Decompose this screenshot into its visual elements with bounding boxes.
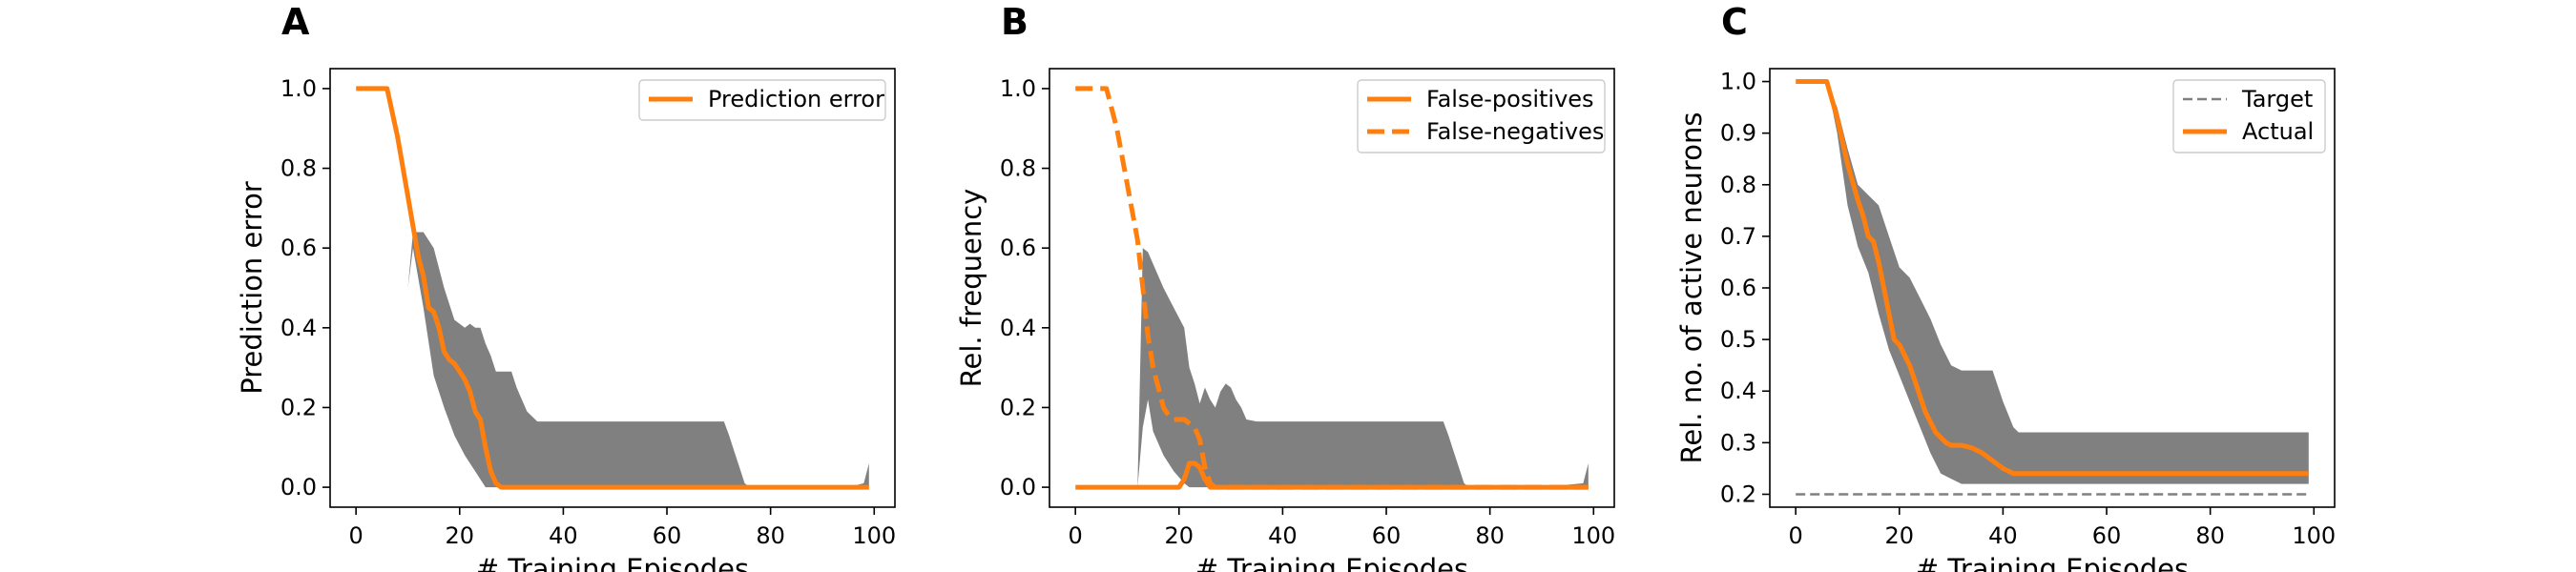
panel-a-x-tick-label: 60 [653, 522, 682, 549]
panel-a-x-tick-label: 100 [852, 522, 896, 549]
panel-c-x-tick-label: 60 [2092, 522, 2122, 549]
panel-b-series-false-negatives [1075, 86, 1589, 490]
panel-b-legend-label-false-positives: False-positives [1426, 86, 1594, 112]
panel-c-y-tick-label: 0.3 [1720, 429, 1756, 456]
panel-c-series-actual [1796, 79, 2309, 477]
panel-c-letter: C [1721, 1, 1748, 43]
panel-a-y-tick-label: 0.6 [280, 235, 317, 261]
panel-b-x-tick-label: 20 [1165, 522, 1195, 549]
panel-a-y-tick-label: 0.0 [280, 474, 317, 500]
panel-c-x-axis-label: # Training Episodes [1916, 553, 2189, 572]
panel-b-y-tick-label: 0.4 [1000, 315, 1036, 341]
panel-a-x-tick-label: 40 [549, 522, 578, 549]
panel-b-x-tick-label: 0 [1069, 522, 1083, 549]
panel-b-legend-label-false-negatives: False-negatives [1426, 118, 1604, 145]
panel-c-x-tick-label: 40 [1988, 522, 2018, 549]
panel-c-legend: Target Actual [2172, 79, 2326, 153]
panel-b-y-tick-label: 0.2 [1000, 394, 1036, 420]
panel-c-variability-band [1826, 81, 2309, 484]
panel-b-y-tick-label: 0.0 [1000, 474, 1036, 500]
panel-c-legend-box [2172, 79, 2326, 153]
panel-b-frame [1049, 68, 1615, 508]
panel-a-y-tick-label: 0.4 [280, 315, 317, 341]
panel-b: B 0 20 40 60 80 100 0.0 0.2 0.4 0.6 0.8 1.0 # Trai… [955, 1, 1615, 572]
panel-a-variability-band [407, 232, 869, 488]
panel-c-x-tick-label: 0 [1789, 522, 1803, 549]
panel-b-y-ticks: 0.0 0.2 0.4 0.6 0.8 1.0 [1000, 75, 1049, 500]
panel-a-line-layer [356, 86, 869, 490]
panel-a-frame [329, 68, 896, 508]
panel-b-y-tick-label: 1.0 [1000, 75, 1036, 102]
panel-b-x-ticks: 0 20 40 60 80 100 [1069, 507, 1615, 549]
panel-c-y-tick-label: 0.9 [1720, 120, 1756, 147]
panel-a-x-ticks: 0 20 40 60 80 100 [349, 507, 896, 549]
panel-a-series-prediction-error [356, 86, 869, 490]
panel-a-legend-box [638, 79, 886, 121]
panel-b-x-tick-label: 100 [1571, 522, 1615, 549]
panel-c-y-tick-label: 0.5 [1720, 326, 1756, 353]
panel-b-x-tick-label: 80 [1475, 522, 1505, 549]
panel-a-legend: Prediction error [638, 79, 886, 121]
panel-a-letter: A [281, 1, 310, 43]
panel-b-y-tick-label: 0.8 [1000, 155, 1036, 182]
panel-c: C 0 20 40 60 80 100 0.2 0.3 0.4 0.5 0.6 0.7 0.8 0.9 1… [1675, 1, 2336, 572]
panel-c-band-layer [1826, 81, 2309, 484]
panel-b-line-layer [1075, 86, 1589, 490]
panel-c-legend-label-target: Target [2241, 86, 2313, 112]
panel-a-legend-label-prediction-error: Prediction error [708, 86, 884, 112]
panel-c-x-ticks: 0 20 40 60 80 100 [1789, 507, 2336, 549]
panel-c-y-axis-label: Rel. no. of active neurons [1675, 112, 1708, 464]
panel-a-x-tick-label: 0 [349, 522, 364, 549]
panel-c-x-tick-label: 20 [1885, 522, 1915, 549]
panel-a-y-tick-label: 1.0 [280, 75, 317, 102]
panel-b-legend: False-positives False-negatives [1357, 79, 1606, 153]
panel-a-x-axis-label: # Training Episodes [476, 553, 749, 572]
panel-c-y-tick-label: 0.2 [1720, 480, 1756, 507]
panel-b-variability-band [1137, 248, 1589, 488]
panel-c-y-ticks: 0.2 0.3 0.4 0.5 0.6 0.7 0.8 0.9 1.0 [1720, 69, 1770, 507]
panel-b-x-axis-label: # Training Episodes [1195, 553, 1468, 572]
panel-c-line-layer [1796, 79, 2309, 496]
panel-b-x-tick-label: 40 [1268, 522, 1298, 549]
panel-c-y-tick-label: 0.7 [1720, 223, 1756, 250]
panel-a-y-ticks: 0.0 0.2 0.4 0.6 0.8 1.0 [280, 75, 330, 500]
panel-b-band-layer [1137, 248, 1589, 488]
panel-c-y-tick-label: 0.8 [1720, 172, 1756, 198]
panel-c-x-tick-label: 80 [2195, 522, 2225, 549]
panel-c-legend-label-actual: Actual [2242, 118, 2314, 145]
panel-b-y-axis-label: Rel. frequency [955, 189, 987, 388]
panel-b-x-tick-label: 60 [1372, 522, 1402, 549]
panel-a-x-tick-label: 80 [756, 522, 785, 549]
panel-a-y-tick-label: 0.8 [280, 155, 317, 182]
panel-b-legend-box [1357, 79, 1606, 153]
panel-c-y-tick-label: 0.6 [1720, 275, 1756, 301]
panel-a-band-layer [407, 232, 869, 488]
panel-c-y-tick-label: 0.4 [1720, 378, 1756, 404]
panel-c-y-tick-label: 1.0 [1720, 69, 1756, 95]
panel-b-y-tick-label: 0.6 [1000, 235, 1036, 261]
panel-a-y-axis-label: Prediction error [236, 181, 268, 395]
panel-a: A 0 20 40 60 80 100 0.0 0.2 0.4 0.6 0.8 1.0 # Trai… [236, 1, 896, 572]
panel-a-x-tick-label: 20 [446, 522, 475, 549]
panel-c-x-tick-label: 100 [2292, 522, 2336, 549]
panel-a-y-tick-label: 0.2 [280, 394, 317, 420]
panel-b-letter: B [1001, 1, 1028, 43]
